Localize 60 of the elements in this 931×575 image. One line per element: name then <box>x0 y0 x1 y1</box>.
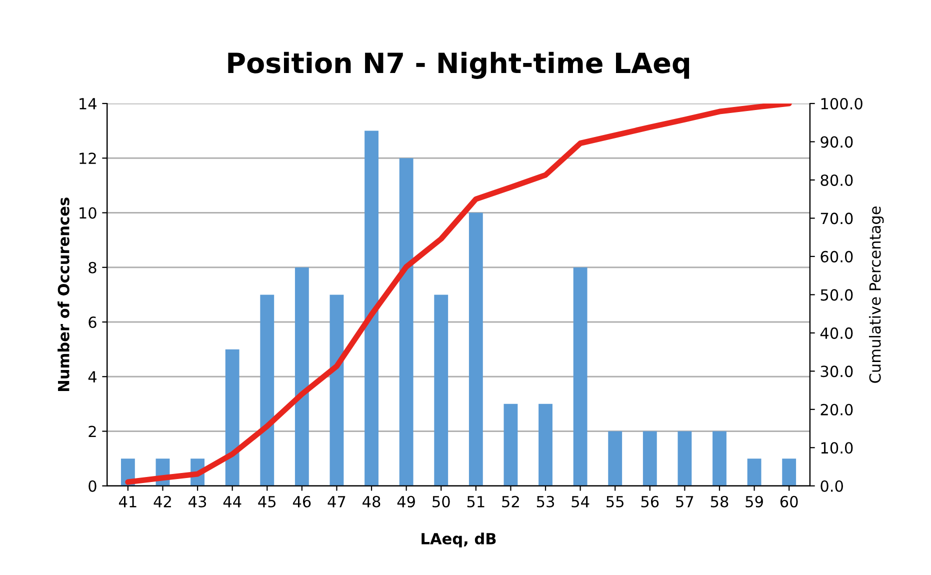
y-tick-label: 2 <box>88 426 96 438</box>
y2-tick-label: 60.0 <box>820 250 853 262</box>
x-tick-label: 56 <box>641 496 659 508</box>
y2-tick-label: 50.0 <box>820 289 853 301</box>
bar <box>330 294 344 486</box>
y2-tick-label: 30.0 <box>820 366 853 378</box>
bar <box>782 458 796 486</box>
x-tick-label: 50 <box>432 496 450 508</box>
x-tick-label: 49 <box>397 496 415 508</box>
y-tick-label: 10 <box>80 207 96 219</box>
y-tick-label: 4 <box>88 371 96 382</box>
bar <box>678 431 692 486</box>
y2-axis-title: Cumulative Percentage <box>868 206 884 383</box>
x-tick-label: 60 <box>780 496 798 508</box>
y2-tick-label: 40.0 <box>820 327 853 339</box>
x-tick-label: 51 <box>467 496 484 508</box>
bar <box>504 404 518 486</box>
x-tick-label: 45 <box>258 496 276 508</box>
x-axis-title: LAeq, dB <box>422 532 496 548</box>
chart-title: Position N7 - Night-time LAeq <box>228 52 690 79</box>
y-tick-label: 12 <box>80 152 96 164</box>
x-tick-label: 46 <box>292 496 311 508</box>
y-tick-label: 6 <box>88 316 96 328</box>
y2-tick-label: 0.0 <box>820 480 843 492</box>
bar <box>747 458 762 486</box>
x-tick-label: 43 <box>188 496 206 508</box>
bar <box>642 431 657 486</box>
y-tick-label: 0 <box>88 480 96 492</box>
x-tick-label: 57 <box>676 496 694 508</box>
x-tick-label: 52 <box>502 496 519 508</box>
bar <box>538 404 552 486</box>
x-tick-label: 55 <box>606 496 624 508</box>
bar <box>260 294 274 486</box>
y-tick-label: 8 <box>88 262 96 274</box>
bar <box>294 267 309 486</box>
y2-tick-label: 100.0 <box>821 98 862 110</box>
y2-tick-label: 90.0 <box>820 136 853 148</box>
y2-tick-label: 10.0 <box>821 442 853 454</box>
x-tick-label: 44 <box>223 496 242 508</box>
bar <box>399 158 414 486</box>
bar <box>468 212 483 486</box>
y-axis-title: Number of Occurences <box>58 198 70 392</box>
x-tick-label: 54 <box>572 496 590 508</box>
x-tick-label: 53 <box>536 496 554 508</box>
x-tick-label: 59 <box>746 496 763 508</box>
bar <box>608 431 622 486</box>
bar <box>712 431 726 486</box>
x-tick-label: 48 <box>362 496 380 508</box>
x-tick-label: 41 <box>118 496 136 508</box>
y-tick-label: 14 <box>80 98 96 110</box>
x-tick-label: 42 <box>154 496 171 508</box>
bar <box>434 294 448 486</box>
bar <box>364 130 378 486</box>
bar <box>225 349 240 486</box>
bar <box>573 267 588 486</box>
x-tick-label: 47 <box>328 496 346 508</box>
y2-tick-label: 20.0 <box>820 404 853 416</box>
x-tick-label: 58 <box>710 496 728 508</box>
y2-tick-label: 70.0 <box>820 212 853 224</box>
y2-tick-label: 80.0 <box>820 174 853 186</box>
